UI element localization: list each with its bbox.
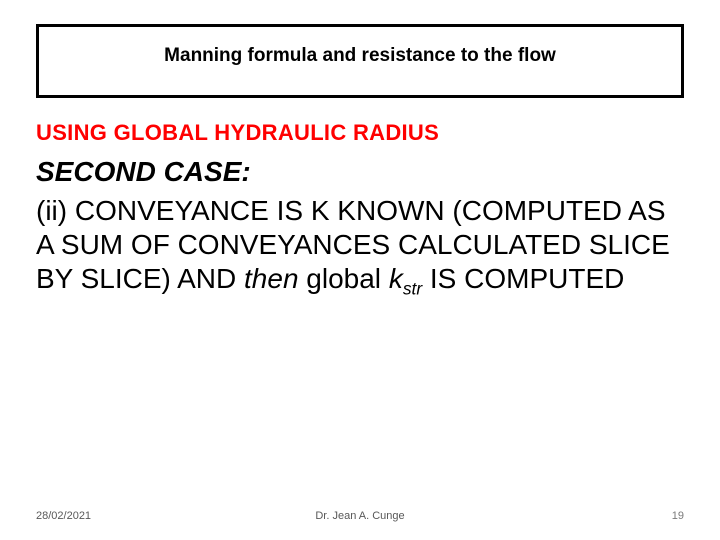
body-kvar: k xyxy=(389,263,403,294)
title-box: Manning formula and resistance to the fl… xyxy=(36,24,684,98)
body-ksub: str xyxy=(403,279,422,299)
case-label: SECOND CASE: xyxy=(36,156,684,188)
slide: Manning formula and resistance to the fl… xyxy=(0,0,720,540)
body-mid: global xyxy=(299,263,389,294)
footer-page: 19 xyxy=(468,510,684,522)
body-post: IS COMPUTED xyxy=(422,263,624,294)
footer-author: Dr. Jean A. Cunge xyxy=(252,510,468,522)
slide-title: Manning formula and resistance to the fl… xyxy=(164,45,556,66)
section-heading: USING GLOBAL HYDRAULIC RADIUS xyxy=(36,120,684,146)
footer: 28/02/2021 Dr. Jean A. Cunge 19 xyxy=(36,510,684,522)
body-text: (ii) CONVEYANCE IS K KNOWN (COMPUTED AS … xyxy=(36,194,684,300)
footer-date: 28/02/2021 xyxy=(36,510,252,522)
body-then: then xyxy=(244,263,299,294)
